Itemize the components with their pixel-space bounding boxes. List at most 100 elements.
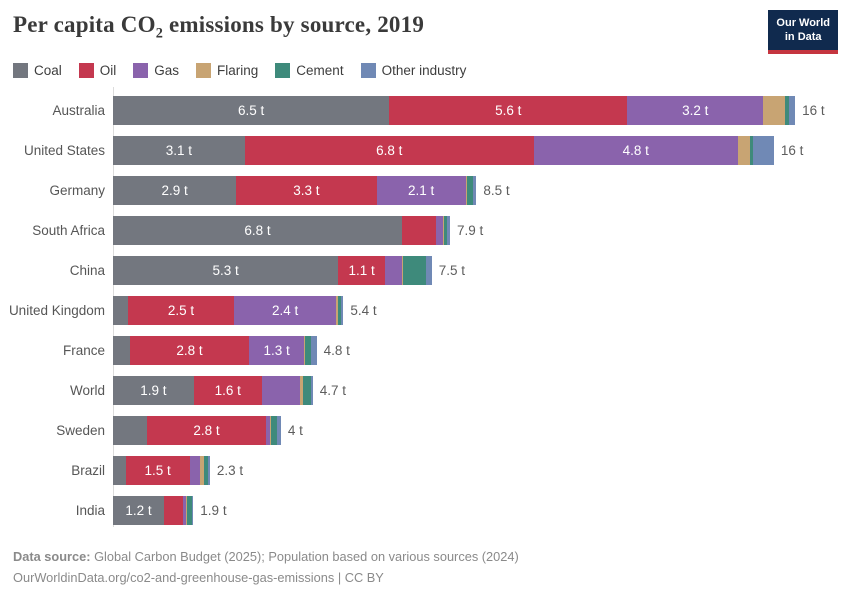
segment-flaring[interactable] bbox=[270, 416, 272, 445]
country-label-sweden: Sweden bbox=[56, 423, 105, 438]
segment-cement[interactable] bbox=[402, 256, 427, 285]
country-label-united-kingdom: United Kingdom bbox=[8, 303, 105, 318]
segment-gas[interactable]: 4.8 t bbox=[533, 136, 738, 165]
legend-item-oil[interactable]: Oil bbox=[78, 63, 116, 78]
country-label-india: India bbox=[75, 503, 105, 518]
segment-cement[interactable] bbox=[305, 336, 312, 365]
stacked-bar-australia: 6.5 t 5.6 t 3.2 t bbox=[113, 96, 796, 125]
stacked-bar-india: 1.2 t bbox=[113, 496, 194, 525]
segment-other-industry[interactable] bbox=[311, 376, 313, 405]
segment-coal[interactable]: 3.1 t bbox=[113, 136, 245, 165]
segment-other-industry[interactable] bbox=[191, 496, 194, 525]
segment-coal[interactable] bbox=[113, 336, 130, 365]
segment-flaring[interactable] bbox=[737, 136, 750, 165]
legend-item-other-industry[interactable]: Other industry bbox=[360, 63, 467, 78]
bar-row-india: India 1.2 t 1.9 t bbox=[0, 496, 825, 525]
segment-cement[interactable] bbox=[337, 296, 341, 325]
segment-cement[interactable] bbox=[784, 96, 790, 125]
segment-cement[interactable] bbox=[271, 416, 277, 445]
segment-value-label: 1.1 t bbox=[348, 263, 375, 278]
segment-cement[interactable] bbox=[467, 176, 473, 205]
segment-value-label: 1.6 t bbox=[214, 383, 241, 398]
segment-gas[interactable]: 2.1 t bbox=[376, 176, 466, 205]
stacked-bar-germany: 2.9 t 3.3 t 2.1 t bbox=[113, 176, 477, 205]
segment-gas[interactable]: 1.3 t bbox=[249, 336, 305, 365]
segment-other-industry[interactable] bbox=[789, 96, 796, 125]
segment-flaring[interactable] bbox=[763, 96, 785, 125]
segment-oil[interactable]: 5.6 t bbox=[389, 96, 628, 125]
segment-oil[interactable]: 2.8 t bbox=[147, 416, 266, 445]
segment-oil[interactable] bbox=[164, 496, 184, 525]
segment-oil[interactable]: 6.8 t bbox=[244, 136, 534, 165]
total-label: 4.7 t bbox=[319, 383, 347, 398]
segment-oil[interactable]: 1.1 t bbox=[338, 256, 385, 285]
credit-line[interactable]: OurWorldinData.org/co2-and-greenhouse-ga… bbox=[13, 570, 384, 585]
segment-oil[interactable]: 1.6 t bbox=[193, 376, 262, 405]
segment-other-industry[interactable] bbox=[447, 216, 450, 245]
stacked-bar-united-states: 3.1 t 6.8 t 4.8 t bbox=[113, 136, 774, 165]
segment-coal[interactable]: 5.3 t bbox=[113, 256, 339, 285]
segment-value-label: 2.1 t bbox=[407, 183, 435, 198]
segment-gas[interactable] bbox=[385, 256, 402, 285]
segment-oil[interactable]: 2.5 t bbox=[127, 296, 235, 325]
owid-logo-line2: in Data bbox=[784, 31, 822, 44]
segment-flaring[interactable] bbox=[304, 336, 306, 365]
segment-value-label: 1.3 t bbox=[263, 343, 290, 358]
legend-item-coal[interactable]: Coal bbox=[13, 63, 62, 78]
segment-oil[interactable] bbox=[402, 216, 436, 245]
segment-oil[interactable]: 2.8 t bbox=[130, 336, 249, 365]
segment-gas[interactable] bbox=[266, 416, 271, 445]
coal-swatch-icon bbox=[13, 63, 28, 78]
segment-oil[interactable]: 3.3 t bbox=[236, 176, 377, 205]
segment-cement[interactable] bbox=[749, 136, 754, 165]
total-label: 2.3 t bbox=[216, 463, 244, 478]
legend-label-other-industry: Other industry bbox=[381, 63, 467, 78]
segment-other-industry[interactable] bbox=[207, 456, 210, 485]
segment-gas[interactable]: 3.2 t bbox=[627, 96, 764, 125]
legend-item-cement[interactable]: Cement bbox=[275, 63, 344, 78]
segment-coal[interactable]: 1.9 t bbox=[113, 376, 194, 405]
segment-gas[interactable] bbox=[261, 376, 300, 405]
segment-coal[interactable]: 2.9 t bbox=[113, 176, 237, 205]
segment-flaring[interactable] bbox=[200, 456, 204, 485]
segment-other-industry[interactable] bbox=[276, 416, 281, 445]
data-source-label: Data source: bbox=[13, 549, 91, 564]
segment-other-industry[interactable] bbox=[753, 136, 774, 165]
segment-gas[interactable]: 2.4 t bbox=[234, 296, 337, 325]
segment-coal[interactable] bbox=[113, 416, 147, 445]
segment-coal[interactable]: 1.2 t bbox=[113, 496, 164, 525]
bar-row-world: World 1.9 t 1.6 t 4.7 t bbox=[0, 376, 825, 405]
legend-label-flaring: Flaring bbox=[217, 63, 259, 78]
segment-coal[interactable] bbox=[113, 296, 128, 325]
segment-cement[interactable] bbox=[186, 496, 192, 525]
segment-value-label: 2.5 t bbox=[167, 303, 195, 318]
segment-cement[interactable] bbox=[443, 216, 448, 245]
bar-row-united-states: United States 3.1 t 6.8 t 4.8 t 16 t bbox=[0, 136, 825, 165]
segment-cement[interactable] bbox=[302, 376, 312, 405]
segment-coal[interactable]: 6.5 t bbox=[113, 96, 390, 125]
segment-flaring[interactable] bbox=[465, 176, 468, 205]
legend-label-cement: Cement bbox=[296, 63, 344, 78]
bar-row-united-kingdom: United Kingdom 2.5 t 2.4 t 5.4 t bbox=[0, 296, 825, 325]
segment-other-industry[interactable] bbox=[426, 256, 432, 285]
segment-gas[interactable] bbox=[183, 496, 187, 525]
segment-flaring[interactable] bbox=[300, 376, 303, 405]
data-source-line: Data source: Global Carbon Budget (2025)… bbox=[13, 546, 519, 567]
segment-gas[interactable] bbox=[189, 456, 201, 485]
segment-flaring[interactable] bbox=[402, 256, 403, 285]
segment-oil[interactable]: 1.5 t bbox=[125, 456, 190, 485]
segment-other-industry[interactable] bbox=[472, 176, 477, 205]
segment-flaring[interactable] bbox=[336, 296, 338, 325]
segment-value-label: 2.4 t bbox=[271, 303, 299, 318]
segment-cement[interactable] bbox=[203, 456, 208, 485]
segment-coal[interactable]: 6.8 t bbox=[113, 216, 402, 245]
legend-item-gas[interactable]: Gas bbox=[133, 63, 179, 78]
total-label: 4.8 t bbox=[323, 343, 350, 358]
segment-other-industry[interactable] bbox=[340, 296, 344, 325]
stacked-bar-united-kingdom: 2.5 t 2.4 t bbox=[113, 296, 344, 325]
segment-gas[interactable] bbox=[436, 216, 443, 245]
segment-other-industry[interactable] bbox=[311, 336, 317, 365]
segment-flaring[interactable] bbox=[442, 216, 444, 245]
segment-coal[interactable] bbox=[113, 456, 126, 485]
legend-item-flaring[interactable]: Flaring bbox=[196, 63, 258, 78]
